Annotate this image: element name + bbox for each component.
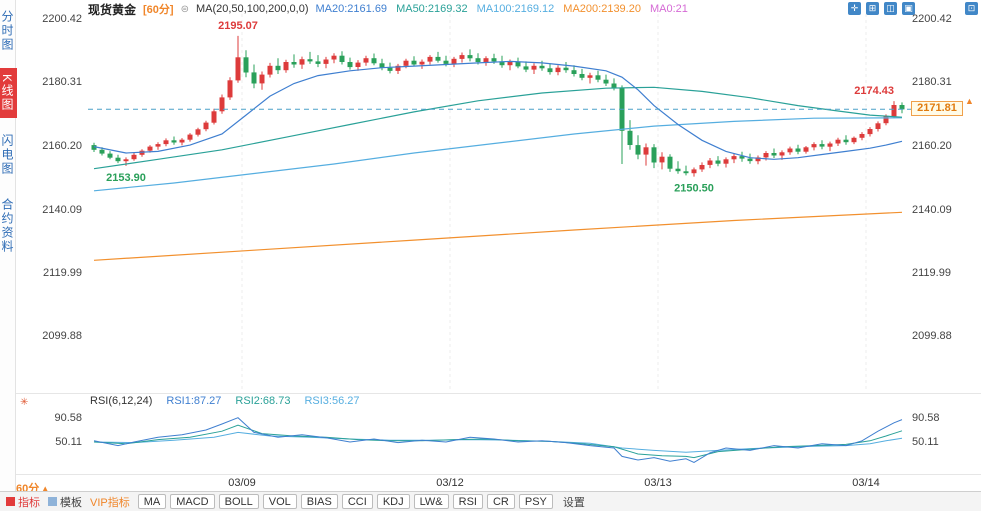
window-controls: ✛ ⊞ ◫ ▣	[848, 2, 915, 15]
indicator-button-boll[interactable]: BOLL	[218, 494, 259, 509]
svg-text:2174.43: 2174.43	[854, 85, 894, 97]
ma-value: MA100:2169.12	[476, 3, 555, 15]
tab-template-label: 模板	[60, 496, 82, 509]
rsi-value: RSI2:68.73	[235, 395, 291, 407]
price-axis-label: 2140.09	[912, 203, 952, 216]
indicator-button-macd[interactable]: MACD	[170, 494, 215, 509]
ma-value: MA50:2169.32	[396, 3, 468, 15]
ma-value: MA20:2161.69	[315, 3, 388, 15]
price-axis-label: 2200.42	[912, 12, 952, 25]
price-axis-label: 2119.99	[43, 266, 82, 279]
ma-value: MA200:2139.20	[563, 3, 641, 15]
latest-price-arrow-icon[interactable]: ▲	[965, 96, 974, 106]
chart-header: 现货黄金 [60分] ⊜ MA(20,50,100,200,0,0) MA20:…	[88, 0, 697, 18]
rsi-header: RSI(6,12,24) RSI1:87.27 RSI2:68.73 RSI3:56…	[90, 395, 388, 407]
rsi-axis-label: 90.58	[54, 411, 82, 424]
indicator-button-rsi[interactable]: RSI	[452, 494, 483, 509]
sidebar-item-2[interactable]: 闪电图	[0, 134, 14, 177]
template-icon	[48, 497, 57, 506]
price-axis-label: 2119.99	[912, 266, 951, 279]
zoom-in-icon[interactable]: ✛	[848, 2, 861, 15]
price-axis-label: 2099.88	[912, 330, 952, 343]
chart-type-icon[interactable]: ⊜	[180, 3, 189, 15]
panel-divider	[16, 393, 981, 394]
indicator-button-lw&[interactable]: LW&	[413, 494, 449, 509]
tab-template[interactable]: 模板	[48, 494, 82, 510]
price-axis-label: 2160.20	[42, 140, 82, 152]
sidebar-item-3[interactable]: 合约资料	[0, 198, 14, 255]
price-axis-label: 2180.31	[42, 76, 82, 89]
current-price-tag: 2171.81	[911, 101, 963, 116]
tab-vip-indicator[interactable]: VIP指标	[90, 496, 130, 509]
rsi-value: RSI1:87.27	[166, 395, 222, 407]
indicator-button-vol[interactable]: VOL	[262, 494, 297, 509]
candlestick-chart[interactable]: 2195.07 2153.90 2150.50 2174.43	[88, 14, 912, 393]
indicator-settings-icon[interactable]: ✳	[20, 397, 29, 408]
tab-indicator-label: 指标	[18, 496, 40, 509]
settings-button[interactable]: 设置	[562, 496, 585, 509]
indicator-button-psy[interactable]: PSY	[518, 494, 553, 509]
sidebar-item-1[interactable]: K线图	[0, 68, 17, 119]
rsi-axis-label: 50.11	[55, 435, 82, 448]
tab-indicator[interactable]: 指标	[6, 494, 40, 510]
ma-value: MA0:21	[649, 3, 688, 15]
indicator-button-cci[interactable]: CCI	[341, 494, 373, 509]
date-axis-label: 03/14	[852, 477, 880, 489]
rsi-axis-label: 90.58	[912, 411, 940, 424]
svg-text:2195.07: 2195.07	[218, 20, 258, 32]
rsi-chart[interactable]	[88, 400, 912, 474]
svg-text:2150.50: 2150.50	[674, 183, 714, 195]
price-axis-label: 2160.20	[912, 140, 952, 152]
svg-text:2153.90: 2153.90	[106, 172, 146, 184]
date-axis-label: 03/13	[644, 477, 672, 489]
rsi-axis-label: 50.11	[912, 435, 939, 448]
split-pane-icon[interactable]: ◫	[884, 2, 897, 15]
grid-layout-icon[interactable]: ⊞	[866, 2, 879, 15]
price-axis-label: 2180.31	[912, 76, 952, 89]
indicator-button-cr[interactable]: CR	[486, 494, 515, 509]
price-axis-label: 2140.09	[42, 203, 82, 216]
rsi-label[interactable]: RSI(6,12,24)	[90, 395, 153, 407]
fullscreen-icon[interactable]: ▣	[902, 2, 915, 15]
date-axis-label: 03/12	[436, 477, 464, 489]
date-axis-label: 03/09	[228, 477, 256, 489]
indicator-grid-icon	[6, 497, 15, 506]
rsi-values: RSI1:87.27 RSI2:68.73 RSI3:56.27	[166, 395, 373, 407]
sidebar-tabs: 分时图 K线图闪电图合约资料	[0, 0, 17, 511]
bottom-toolbar: 指标 模板 VIP指标 MA MACD BOLL VOL BIAS CCI KDJ LW& RS…	[0, 491, 981, 511]
rsi-value: RSI3:56.27	[304, 395, 360, 407]
indicator-button-bias[interactable]: BIAS	[300, 494, 338, 509]
price-axis-label: 2200.42	[42, 12, 82, 25]
up-arrow-icon: ▲	[41, 483, 50, 493]
timeframe-label[interactable]: [60分]	[143, 4, 174, 16]
ma-values: MA20:2161.69 MA50:2169.32 MA100:2169.12 MA2…	[316, 3, 697, 15]
indicator-button-ma[interactable]: MA	[137, 494, 167, 509]
price-axis-label: 2099.88	[42, 330, 82, 343]
ma-settings-label[interactable]: MA(20,50,100,200,0,0)	[195, 3, 309, 15]
symbol-name: 现货黄金	[88, 2, 137, 17]
indicator-button-kdj[interactable]: KDJ	[376, 494, 410, 509]
sidebar-item-0[interactable]: 分时图	[0, 10, 14, 52]
expand-icon[interactable]: ⊡	[965, 2, 978, 15]
indicator-chips: MA MACD BOLL VOL BIAS CCI KDJ LW& RSI CR PSY	[137, 494, 553, 509]
axis-divider	[16, 474, 981, 475]
